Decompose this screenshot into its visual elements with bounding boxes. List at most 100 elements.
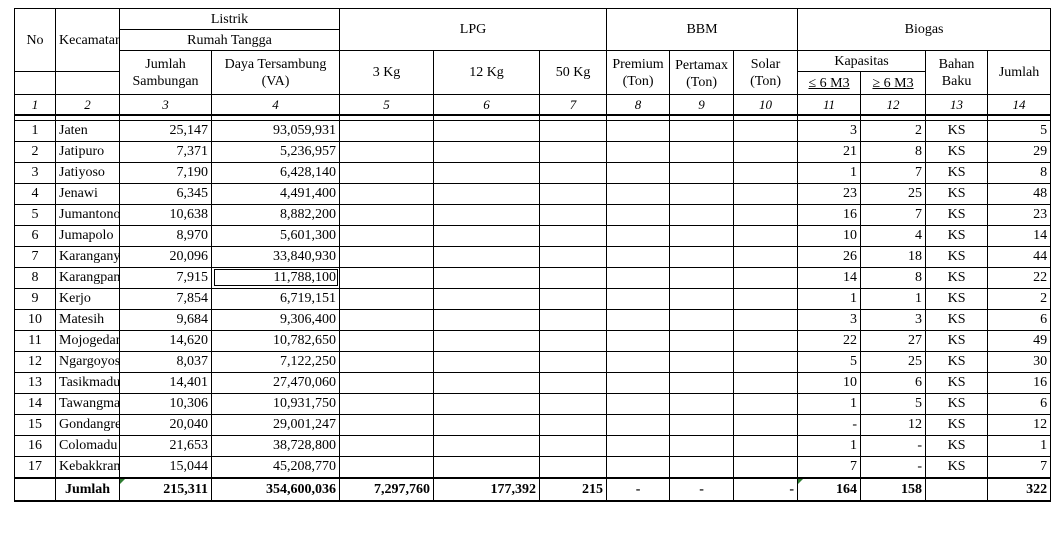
row-solar[interactable] [733, 434, 799, 457]
row-solar[interactable] [733, 308, 799, 331]
row-daya[interactable]: 6,719,151 [211, 287, 340, 310]
row-kecamatan[interactable]: Jatiyoso [55, 161, 120, 184]
row-kap-large[interactable]: 6 [860, 371, 927, 394]
row-daya[interactable]: 8,882,200 [211, 203, 340, 226]
row-daya[interactable]: 4,491,400 [211, 182, 340, 205]
row-daya[interactable]: 93,059,931 [211, 119, 340, 142]
row-kecamatan[interactable]: Tawangmangu [55, 392, 120, 415]
row-lpg50[interactable] [538, 413, 608, 436]
row-kap-large[interactable]: 8 [860, 140, 927, 163]
row-premium[interactable] [606, 161, 671, 184]
row-pertamax[interactable] [669, 329, 735, 352]
row-pertamax[interactable] [669, 161, 735, 184]
row-kap-small[interactable]: 10 [797, 224, 862, 247]
row-kap-small[interactable]: 7 [797, 455, 862, 478]
row-lpg12[interactable] [433, 119, 540, 142]
row-lpg12[interactable] [433, 392, 540, 415]
row-kap-small[interactable]: 23 [797, 182, 862, 205]
total-pertamax[interactable]: - [669, 476, 735, 502]
row-solar[interactable] [733, 182, 799, 205]
row-sambungan[interactable]: 7,371 [119, 140, 212, 163]
row-solar[interactable] [733, 224, 799, 247]
row-bahan[interactable]: KS [925, 434, 989, 457]
row-lpg12[interactable] [433, 161, 540, 184]
row-kecamatan[interactable]: Matesih [55, 308, 120, 331]
row-kap-small[interactable]: 1 [797, 287, 862, 310]
row-lpg3[interactable] [339, 308, 434, 331]
row-solar[interactable] [733, 140, 799, 163]
row-premium[interactable] [606, 434, 671, 457]
total-jumlah[interactable]: 322 [987, 476, 1052, 502]
row-lpg50[interactable] [538, 434, 608, 457]
row-kap-large[interactable]: 25 [860, 350, 927, 373]
row-pertamax[interactable] [669, 203, 735, 226]
row-premium[interactable] [606, 371, 671, 394]
row-lpg12[interactable] [433, 182, 540, 205]
row-kap-large[interactable]: 3 [860, 308, 927, 331]
row-bahan[interactable]: KS [925, 224, 989, 247]
row-lpg3[interactable] [339, 455, 434, 478]
row-no[interactable]: 12 [14, 350, 56, 373]
row-bahan[interactable]: KS [925, 329, 989, 352]
row-no[interactable]: 3 [14, 161, 56, 184]
row-bahan[interactable]: KS [925, 161, 989, 184]
row-jumlah[interactable]: 22 [987, 266, 1052, 289]
total-sambungan[interactable]: 215,311 [119, 476, 212, 502]
total-lpg3[interactable]: 7,297,760 [339, 476, 434, 502]
row-no[interactable]: 14 [14, 392, 56, 415]
row-kecamatan[interactable]: Gondangrejo [55, 413, 120, 436]
row-kap-small[interactable]: 10 [797, 371, 862, 394]
row-premium[interactable] [606, 350, 671, 373]
row-jumlah[interactable]: 14 [987, 224, 1052, 247]
total-daya[interactable]: 354,600,036 [211, 476, 340, 502]
row-lpg50[interactable] [538, 392, 608, 415]
row-kap-large[interactable]: 4 [860, 224, 927, 247]
row-pertamax[interactable] [669, 371, 735, 394]
row-lpg50[interactable] [538, 140, 608, 163]
row-kap-small[interactable]: 22 [797, 329, 862, 352]
row-premium[interactable] [606, 203, 671, 226]
row-lpg50[interactable] [538, 203, 608, 226]
row-lpg3[interactable] [339, 266, 434, 289]
total-premium[interactable]: - [606, 476, 671, 502]
row-kap-small[interactable]: 16 [797, 203, 862, 226]
row-kap-large[interactable]: 8 [860, 266, 927, 289]
row-lpg3[interactable] [339, 224, 434, 247]
row-kap-small[interactable]: 14 [797, 266, 862, 289]
row-lpg3[interactable] [339, 329, 434, 352]
row-bahan[interactable]: KS [925, 413, 989, 436]
row-pertamax[interactable] [669, 182, 735, 205]
row-bahan[interactable]: KS [925, 119, 989, 142]
row-sambungan[interactable]: 20,040 [119, 413, 212, 436]
row-kap-large[interactable]: 12 [860, 413, 927, 436]
row-sambungan[interactable]: 7,915 [119, 266, 212, 289]
row-jumlah[interactable]: 6 [987, 392, 1052, 415]
row-lpg50[interactable] [538, 308, 608, 331]
row-lpg3[interactable] [339, 350, 434, 373]
row-daya[interactable]: 45,208,770 [211, 455, 340, 478]
row-lpg3[interactable] [339, 371, 434, 394]
row-daya[interactable]: 33,840,930 [211, 245, 340, 268]
row-daya[interactable]: 9,306,400 [211, 308, 340, 331]
row-pertamax[interactable] [669, 287, 735, 310]
row-jumlah[interactable]: 44 [987, 245, 1052, 268]
row-no[interactable]: 10 [14, 308, 56, 331]
row-lpg12[interactable] [433, 434, 540, 457]
row-kap-large[interactable]: 27 [860, 329, 927, 352]
row-no[interactable]: 16 [14, 434, 56, 457]
row-premium[interactable] [606, 119, 671, 142]
total-lpg50[interactable]: 215 [538, 476, 608, 502]
row-lpg50[interactable] [538, 245, 608, 268]
row-lpg12[interactable] [433, 140, 540, 163]
row-kap-large[interactable]: - [860, 455, 927, 478]
row-premium[interactable] [606, 392, 671, 415]
row-daya[interactable]: 10,931,750 [211, 392, 340, 415]
row-premium[interactable] [606, 245, 671, 268]
row-sambungan[interactable]: 10,638 [119, 203, 212, 226]
row-solar[interactable] [733, 245, 799, 268]
row-lpg12[interactable] [433, 245, 540, 268]
row-jumlah[interactable]: 8 [987, 161, 1052, 184]
row-daya[interactable]: 7,122,250 [211, 350, 340, 373]
row-solar[interactable] [733, 203, 799, 226]
row-solar[interactable] [733, 329, 799, 352]
